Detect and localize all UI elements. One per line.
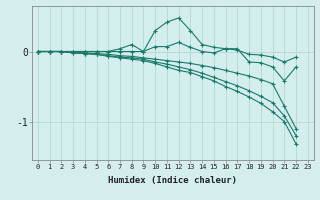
X-axis label: Humidex (Indice chaleur): Humidex (Indice chaleur) xyxy=(108,176,237,185)
